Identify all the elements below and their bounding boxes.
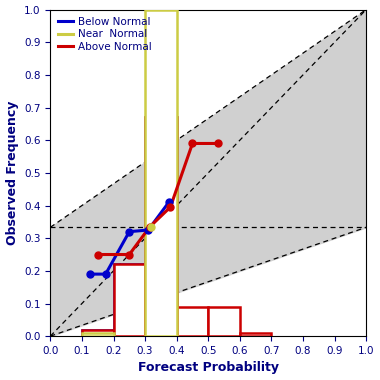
Bar <box>145 117 177 336</box>
Y-axis label: Observed Frequency: Observed Frequency <box>6 101 19 245</box>
Bar <box>177 307 208 336</box>
Bar <box>114 264 145 336</box>
Bar <box>82 329 114 336</box>
Legend: Below Normal, Near  Normal, Above Normal: Below Normal, Near Normal, Above Normal <box>55 15 154 54</box>
Bar <box>82 329 114 336</box>
Bar <box>114 264 145 336</box>
Bar <box>82 333 114 336</box>
X-axis label: Forecast Probability: Forecast Probability <box>138 361 279 374</box>
Bar <box>145 117 177 336</box>
Bar <box>145 10 177 336</box>
Bar <box>240 333 271 336</box>
Bar <box>208 307 240 336</box>
